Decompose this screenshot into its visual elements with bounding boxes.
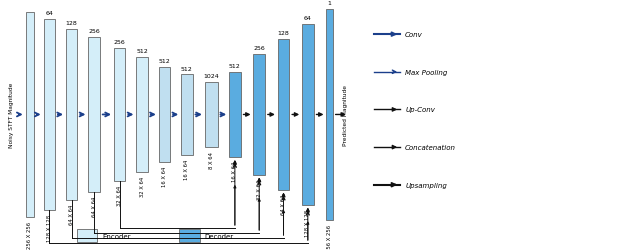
- Text: Noisy STFT Magnitude: Noisy STFT Magnitude: [9, 82, 14, 148]
- Text: 256: 256: [114, 40, 125, 45]
- Text: 64: 64: [45, 11, 53, 16]
- Text: 512: 512: [136, 49, 148, 54]
- Text: 128 X 128: 128 X 128: [305, 209, 310, 236]
- Bar: [159, 68, 170, 162]
- Bar: [88, 38, 100, 192]
- Bar: [114, 49, 125, 181]
- Text: 1024: 1024: [204, 74, 219, 79]
- Text: 256 X 256: 256 X 256: [28, 221, 32, 248]
- Text: 128 X 128: 128 X 128: [47, 214, 52, 241]
- Text: 1: 1: [328, 1, 332, 6]
- Text: 64 X 64: 64 X 64: [92, 196, 97, 216]
- Text: 16 X 64: 16 X 64: [232, 161, 237, 182]
- Bar: [136, 58, 148, 172]
- Text: 256: 256: [253, 46, 265, 51]
- Bar: [302, 25, 314, 205]
- Text: Up-Conv: Up-Conv: [405, 107, 435, 113]
- Bar: [26, 12, 34, 218]
- Text: 512: 512: [229, 64, 241, 69]
- Text: 32 X 64: 32 X 64: [257, 179, 262, 199]
- Text: 16 X 64: 16 X 64: [162, 166, 167, 186]
- Bar: [229, 72, 241, 158]
- Text: Conv: Conv: [405, 32, 423, 38]
- Bar: [253, 55, 265, 175]
- Bar: [179, 229, 200, 242]
- Text: 256 X 256: 256 X 256: [327, 224, 332, 250]
- Bar: [44, 20, 55, 210]
- Text: 256: 256: [88, 29, 100, 34]
- Text: Encoder: Encoder: [102, 233, 131, 238]
- Bar: [326, 10, 333, 220]
- Text: 64 X 64: 64 X 64: [69, 204, 74, 224]
- Text: Decoder: Decoder: [205, 233, 234, 238]
- Text: Max Pooling: Max Pooling: [405, 70, 447, 75]
- Text: 64 X 64: 64 X 64: [281, 194, 286, 214]
- Bar: [181, 75, 193, 155]
- Text: 128: 128: [66, 21, 77, 26]
- Text: 32 X 64: 32 X 64: [140, 176, 145, 197]
- Bar: [77, 229, 97, 242]
- Text: 512: 512: [159, 59, 170, 64]
- Text: Concatenation: Concatenation: [405, 144, 456, 150]
- Text: 64: 64: [304, 16, 312, 21]
- Text: 8 X 64: 8 X 64: [209, 151, 214, 168]
- Text: 16 X 64: 16 X 64: [184, 159, 189, 179]
- Text: Upsampling: Upsampling: [405, 182, 447, 188]
- Text: Predicted Magnitude: Predicted Magnitude: [343, 84, 348, 146]
- Bar: [66, 30, 77, 200]
- Bar: [278, 40, 289, 190]
- Bar: [205, 82, 218, 148]
- Text: 512: 512: [181, 66, 193, 71]
- Text: 128: 128: [278, 31, 289, 36]
- Text: 32 X 64: 32 X 64: [117, 185, 122, 205]
